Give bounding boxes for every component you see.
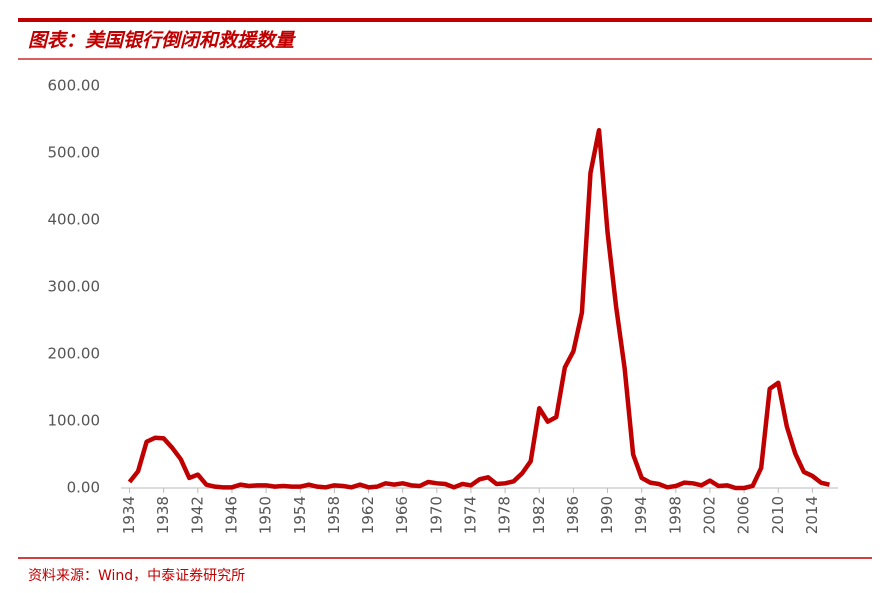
y-tick-label: 500.00 xyxy=(48,144,101,162)
x-tick-label: 1978 xyxy=(496,496,514,534)
y-tick-label: 400.00 xyxy=(48,211,101,229)
x-tick-label: 1950 xyxy=(257,496,275,534)
y-tick-label: 0.00 xyxy=(67,479,100,497)
x-tick-label: 2014 xyxy=(803,496,821,534)
chart-title: 图表：美国银行倒闭和救援数量 xyxy=(28,30,296,52)
x-tick-label: 2006 xyxy=(735,496,753,534)
x-tick-label: 2010 xyxy=(769,496,787,534)
x-tick-label: 1994 xyxy=(632,496,650,534)
x-tick-label: 1990 xyxy=(598,496,616,534)
x-tick-label: 2002 xyxy=(700,496,718,534)
top-rule xyxy=(18,18,872,22)
x-tick-label: 1954 xyxy=(291,496,309,534)
source: 资料来源：Wind，中泰证券研究所 xyxy=(28,568,245,584)
x-tick-label: 1970 xyxy=(427,496,445,534)
y-tick-label: 200.00 xyxy=(48,345,101,363)
x-tick-label: 1942 xyxy=(188,496,206,534)
y-tick-label: 600.00 xyxy=(48,77,101,95)
x-tick-label: 1946 xyxy=(222,496,240,534)
y-tick-label: 300.00 xyxy=(48,278,101,296)
x-tick-label: 1958 xyxy=(325,496,343,534)
x-tick-label: 1986 xyxy=(564,496,582,534)
x-tick-label: 1982 xyxy=(530,496,548,534)
x-tick-label: 1966 xyxy=(393,496,411,534)
y-tick-label: 100.00 xyxy=(48,412,101,430)
x-tick-label: 1938 xyxy=(154,496,172,534)
x-tick-label: 1934 xyxy=(120,496,138,534)
x-tick-label: 1974 xyxy=(461,496,479,534)
x-tick-label: 1998 xyxy=(666,496,684,534)
line-series xyxy=(127,127,830,491)
x-tick-label: 1962 xyxy=(359,496,377,534)
